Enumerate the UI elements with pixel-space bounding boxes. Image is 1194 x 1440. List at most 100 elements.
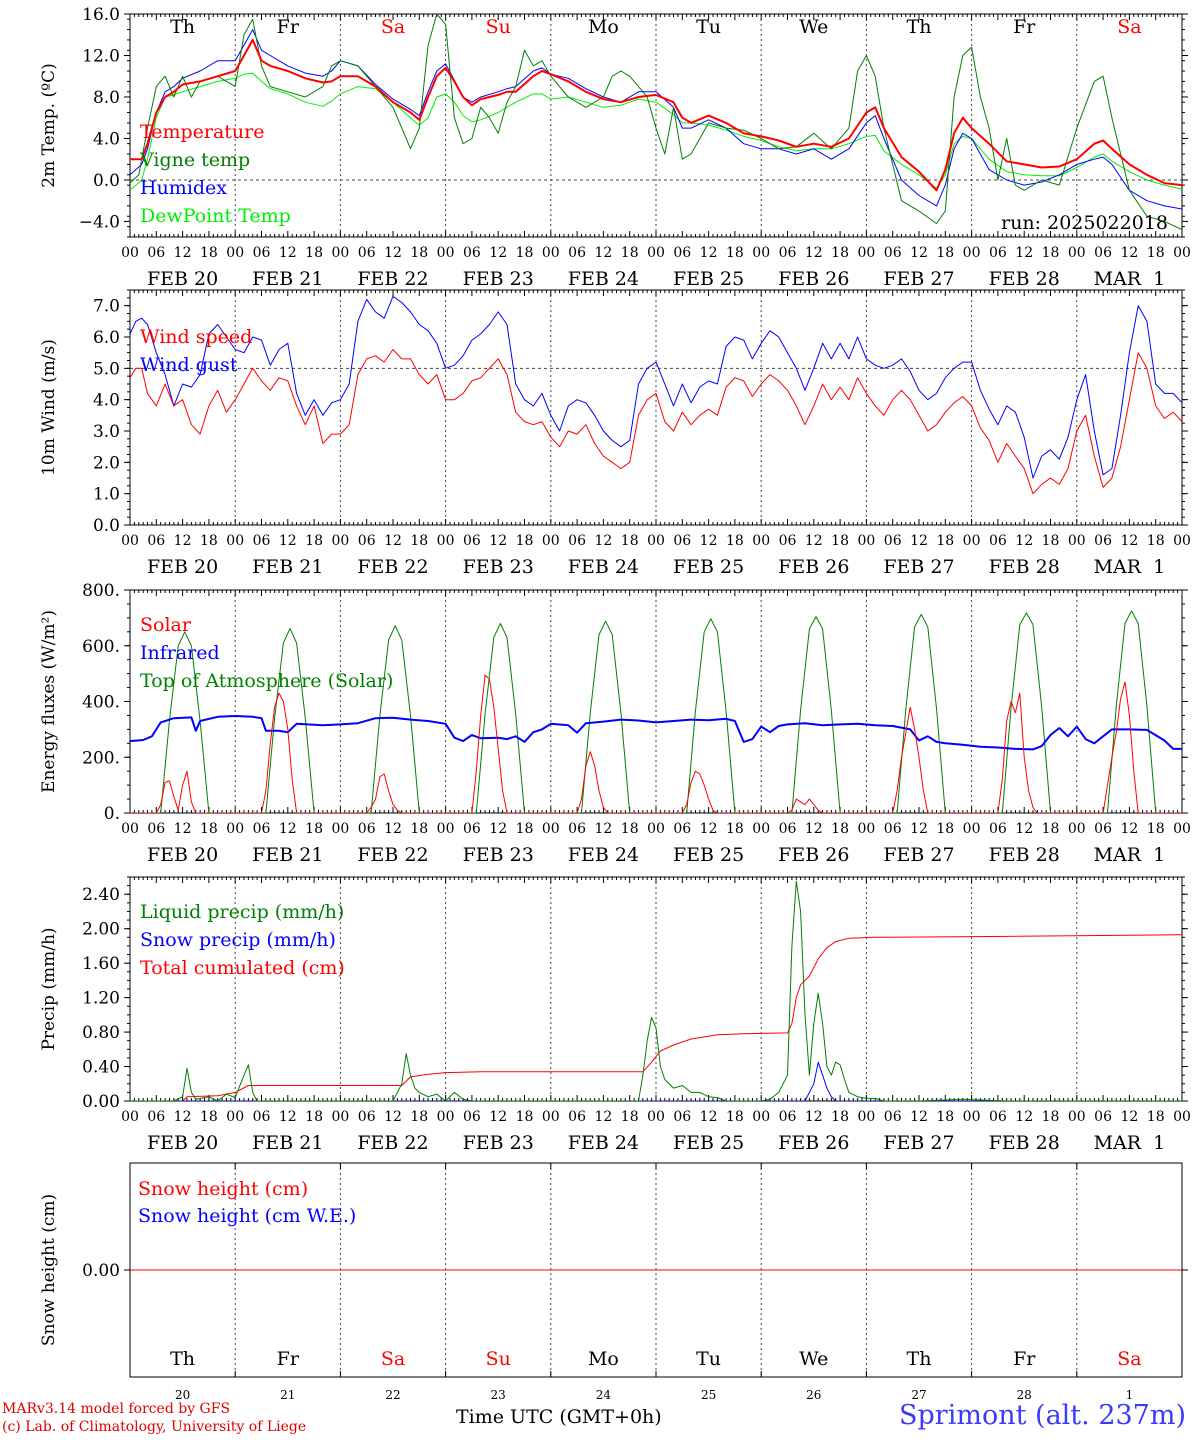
hour-tick-label: 06: [463, 821, 481, 837]
date-label: FEB 23: [463, 1132, 534, 1154]
hour-tick-label: 06: [779, 245, 797, 261]
date-label: FEB 20: [147, 844, 218, 866]
y-axis-label: Precip (mm/h): [39, 927, 59, 1050]
hour-tick-label: 18: [516, 245, 534, 261]
hour-tick-label: 18: [831, 821, 849, 837]
hour-tick-label: 06: [568, 1109, 586, 1125]
hour-tick-label: 06: [147, 821, 165, 837]
hour-tick-label: 00: [857, 1109, 875, 1125]
y-tick-label: 800.: [82, 581, 120, 601]
weekday-label: Th: [170, 1348, 195, 1370]
y-tick-label: 0.: [104, 804, 120, 824]
date-label: FEB 25: [673, 1132, 744, 1154]
hour-tick-label: 18: [621, 1109, 639, 1125]
series-line-dewpoint-temp: [130, 72, 1182, 191]
hour-tick-label: 12: [1120, 821, 1138, 837]
y-axis-label: Energy fluxes (W/m²): [39, 610, 59, 793]
hour-tick-label: 00: [121, 821, 139, 837]
y-tick-label: 16.0: [82, 5, 120, 25]
hour-tick-label: 06: [568, 245, 586, 261]
y-tick-label: 0.80: [82, 1023, 120, 1043]
date-label: FEB 26: [778, 268, 849, 290]
hour-tick-label: 18: [726, 1109, 744, 1125]
hour-tick-label: 06: [463, 533, 481, 549]
date-label: FEB 21: [252, 556, 323, 578]
weekday-label: Su: [486, 16, 511, 38]
weekday-label: Th: [907, 1348, 932, 1370]
y-tick-label: 200.: [82, 748, 120, 768]
lab-credit: (c) Lab. of Climatology, University of L…: [2, 1419, 307, 1435]
y-tick-label: 400.: [82, 693, 120, 713]
series-line-liquid-precip-mm-h-: [130, 880, 1182, 1101]
legend-entry: Total cumulated (cm): [140, 957, 345, 979]
hour-tick-label: 18: [1042, 821, 1060, 837]
hour-tick-label: 18: [200, 245, 218, 261]
series-group: [130, 880, 1182, 1101]
hour-tick-label: 18: [1147, 533, 1165, 549]
weekday-label: We: [799, 1348, 828, 1370]
hour-tick-label: 18: [1042, 1109, 1060, 1125]
hour-tick-label: 12: [805, 821, 823, 837]
hour-tick-label: 06: [147, 533, 165, 549]
hour-tick-label: 00: [963, 245, 981, 261]
hour-tick-label: 00: [226, 245, 244, 261]
hour-tick-label: 06: [989, 245, 1007, 261]
hour-tick-label: 00: [1068, 533, 1086, 549]
date-label: FEB 22: [357, 1132, 428, 1154]
hour-tick-label: 00: [752, 1109, 770, 1125]
hour-tick-label: 18: [410, 533, 428, 549]
run-annotation: run: 2025022018: [1001, 212, 1168, 234]
y-tick-label: 0.0: [93, 171, 120, 191]
hour-tick-label: 18: [831, 1109, 849, 1125]
hour-tick-label: 12: [1015, 533, 1033, 549]
y-tick-label: 12.0: [82, 46, 120, 66]
date-label: FEB 27: [883, 844, 954, 866]
hour-tick-label: 12: [279, 821, 297, 837]
date-label: FEB 23: [463, 268, 534, 290]
hour-tick-label: 12: [594, 245, 612, 261]
hour-tick-label: 18: [936, 1109, 954, 1125]
legend-entry: Solar: [140, 614, 192, 636]
legend-entry: Snow height (cm): [138, 1178, 308, 1200]
y-tick-label: −4.0: [79, 212, 120, 232]
hour-tick-label: 12: [594, 821, 612, 837]
hour-tick-label: 00: [963, 1109, 981, 1125]
hour-tick-label: 00: [437, 533, 455, 549]
day-number-label: 28: [1017, 1388, 1032, 1402]
series-line-snow-precip-mm-h-: [130, 1061, 1182, 1101]
hour-tick-label: 00: [1173, 1109, 1191, 1125]
hour-tick-label: 12: [1120, 533, 1138, 549]
hour-tick-label: 06: [253, 821, 271, 837]
date-label: FEB 25: [673, 556, 744, 578]
y-tick-label: 0.00: [82, 1261, 120, 1281]
hour-tick-label: 18: [305, 245, 323, 261]
day-number-label: 20: [175, 1388, 190, 1402]
hour-tick-label: 06: [779, 821, 797, 837]
hour-tick-label: 18: [726, 245, 744, 261]
series-line-humidex: [130, 29, 1182, 210]
hour-tick-label: 00: [647, 821, 665, 837]
panel-temperature: 16.0 12.0 8.0 4.0 0.0 −4.0 2m Temp. (ºC) 00 06 12…: [39, 5, 1191, 290]
hour-tick-label: 00: [1173, 821, 1191, 837]
hour-tick-label: 00: [752, 245, 770, 261]
hour-tick-label: 12: [174, 821, 192, 837]
hour-tick-label: 00: [437, 1109, 455, 1125]
hour-tick-label: 00: [331, 245, 349, 261]
hour-tick-label: 00: [331, 533, 349, 549]
hour-tick-label: 18: [200, 821, 218, 837]
series-group: [130, 295, 1182, 495]
hour-tick-label: 06: [989, 1109, 1007, 1125]
series-line-top-of-atmosphere-solar-: [130, 610, 1182, 813]
series-line-vigne-temp: [130, 14, 1182, 231]
hour-tick-label: 00: [1068, 1109, 1086, 1125]
hour-tick-label: 06: [989, 821, 1007, 837]
hour-tick-label: 00: [542, 245, 560, 261]
hour-tick-label: 12: [384, 1109, 402, 1125]
date-label: FEB 26: [778, 556, 849, 578]
panel-energy: 800. 600. 400. 200. 0. Energy fluxes (W/m²) 00…: [39, 581, 1191, 866]
day-number-label: 1: [1126, 1388, 1134, 1402]
hour-tick-label: 12: [489, 245, 507, 261]
series-group: [130, 610, 1182, 813]
date-label: FEB 26: [778, 844, 849, 866]
